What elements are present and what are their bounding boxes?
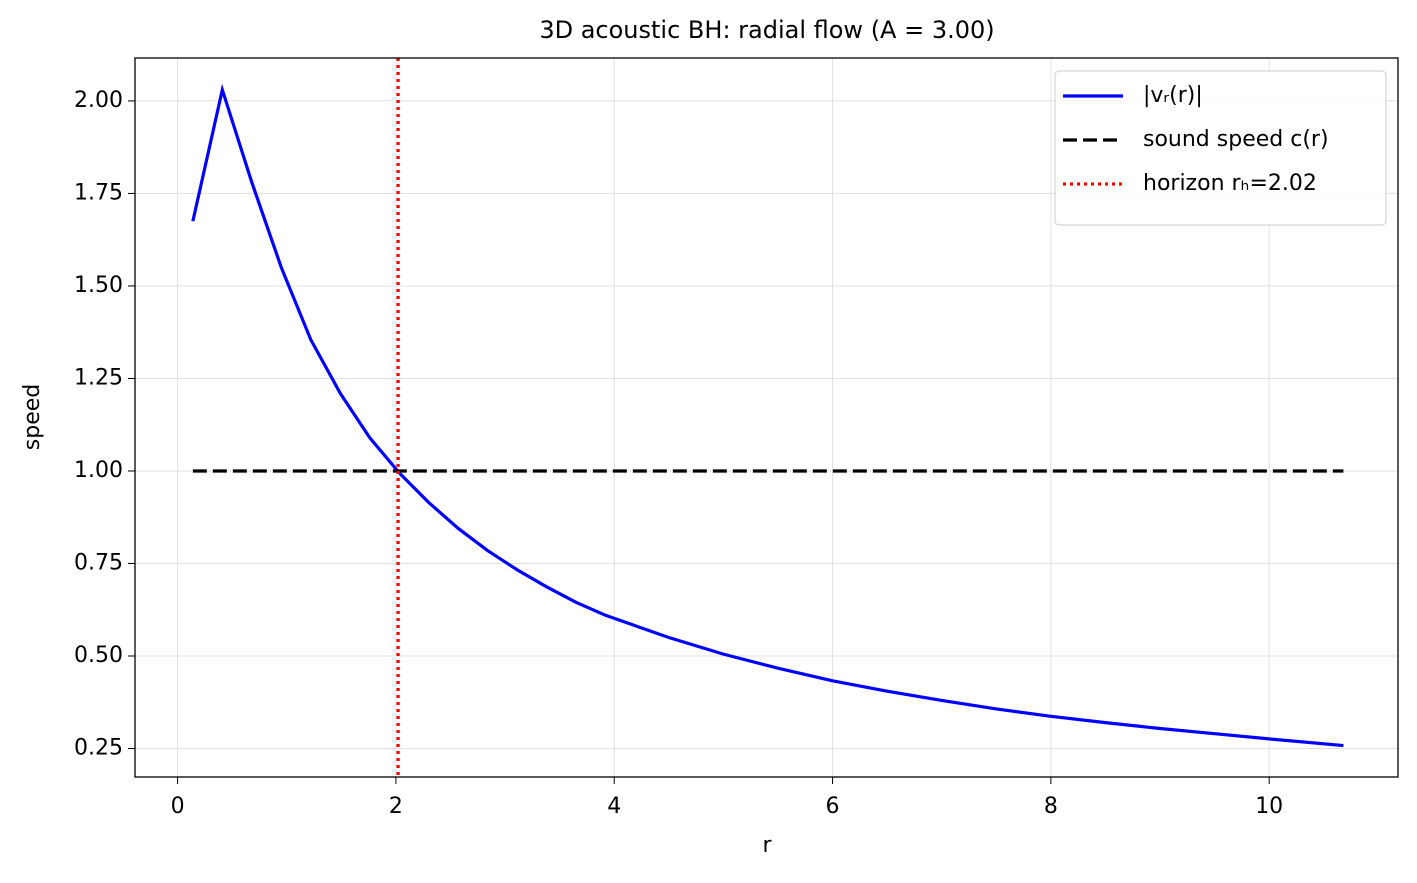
y-tick-label: 1.25 bbox=[74, 365, 123, 390]
y-tick-label: 0.25 bbox=[74, 736, 123, 761]
x-axis-label: r bbox=[762, 833, 772, 858]
x-tick-label: 10 bbox=[1255, 794, 1283, 819]
legend-label: sound speed c(r) bbox=[1143, 127, 1329, 152]
legend-label: horizon rₕ=2.02 bbox=[1143, 171, 1317, 196]
y-tick-label: 2.00 bbox=[74, 88, 123, 113]
series-line bbox=[191, 83, 1344, 748]
chart-title: 3D acoustic BH: radial flow (A = 3.00) bbox=[539, 16, 994, 44]
legend-label: |vᵣ(r)| bbox=[1143, 83, 1203, 108]
y-tick-label: 1.00 bbox=[74, 458, 123, 483]
x-tick-label: 4 bbox=[607, 794, 621, 819]
y-tick-label: 0.75 bbox=[74, 550, 123, 575]
y-tick-label: 0.50 bbox=[74, 643, 123, 668]
plot-frame bbox=[134, 57, 1399, 778]
legend-box bbox=[1054, 70, 1387, 226]
y-axis-label: speed bbox=[20, 384, 45, 450]
x-tick-label: 8 bbox=[1044, 794, 1058, 819]
x-tick-label: 0 bbox=[171, 794, 185, 819]
y-tick-label: 1.75 bbox=[74, 180, 123, 205]
x-tick-label: 6 bbox=[826, 794, 840, 819]
y-tick-label: 1.50 bbox=[74, 273, 123, 298]
x-tick-label: 2 bbox=[389, 794, 403, 819]
